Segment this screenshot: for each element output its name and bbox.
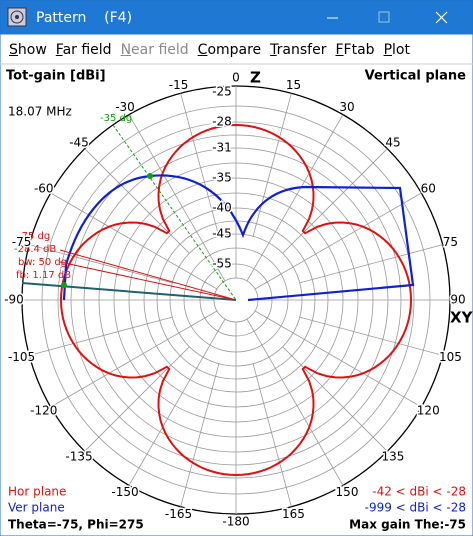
ver-legend: Ver plane — [8, 501, 65, 515]
angle-label: -180 — [222, 515, 249, 529]
grid-spoke — [254, 310, 422, 408]
title-bar — [0, 0, 473, 35]
window-title: Pattern (F4) — [36, 10, 132, 26]
info-line — [59, 261, 237, 301]
info-text: -28.4 dB — [14, 244, 56, 255]
axis-xy: XY — [450, 309, 473, 327]
app-icon — [7, 7, 27, 27]
angle-label: -90 — [4, 293, 24, 307]
menu-item[interactable]: Transfer — [270, 42, 327, 58]
grid-spoke — [252, 93, 292, 237]
grid-spoke — [128, 114, 226, 282]
radial-label: -35 — [212, 171, 232, 185]
maximize-button[interactable] — [378, 11, 390, 23]
info-text: fb: 1.17 dB — [16, 270, 71, 281]
angle-label: 90 — [450, 293, 465, 307]
heading-left: Tot-gain [dBi] — [6, 69, 106, 84]
hor-range: -42 < dBi < -28 — [372, 485, 466, 499]
heading-right: Vertical plane — [365, 69, 466, 84]
menu-bar: Show Far field Near field Compare Transfer FF… — [0, 36, 473, 64]
angle-label: -150 — [111, 485, 138, 499]
angle-label: -30 — [115, 100, 135, 114]
ver-plane-curve — [62, 174, 415, 302]
menu-item[interactable]: Compare — [197, 42, 262, 58]
angle-label: 30 — [339, 100, 354, 114]
radial-label: -40 — [212, 201, 232, 215]
grid-spoke — [50, 310, 218, 408]
angle-label: 15 — [286, 78, 301, 92]
cursor-dot — [61, 282, 67, 288]
marker-dot — [147, 173, 153, 179]
info-text: bw: 50 dg — [18, 257, 67, 268]
polar-grid — [21, 85, 451, 515]
info-text: -75 dg — [18, 231, 50, 242]
close-button[interactable] — [435, 11, 448, 24]
grid-spoke — [282, 346, 388, 452]
radial-label: -25 — [212, 85, 232, 99]
angle-label: 150 — [336, 485, 359, 499]
angle-label: 75 — [443, 235, 458, 249]
angle-label: -45 — [69, 136, 89, 150]
grid-spoke — [84, 148, 190, 254]
angle-label: -105 — [8, 350, 35, 364]
angle-label: -165 — [165, 507, 192, 521]
menu-item[interactable]: FFtab — [335, 42, 375, 58]
grid-spoke — [50, 192, 218, 290]
menu-item[interactable]: Plot — [383, 42, 410, 58]
grid-spoke — [254, 192, 422, 290]
info-block: -75 dg -28.4 dB bw: 50 dg fb: 1.17 dB — [14, 231, 71, 281]
angle-label: 0 — [232, 71, 240, 85]
angle-label: 105 — [439, 350, 462, 364]
radial-label: -55 — [212, 257, 232, 271]
grid-spoke — [84, 346, 190, 452]
angle-label: -120 — [30, 404, 57, 418]
grid-spoke — [246, 114, 344, 282]
grid-spoke — [252, 363, 292, 507]
hor-plane-curve — [59, 124, 413, 477]
grid-spoke — [299, 244, 443, 284]
angle-label: -135 — [65, 449, 92, 463]
radial-label: -28 — [212, 115, 232, 129]
angle-label: 45 — [385, 136, 400, 150]
menu-item[interactable]: Near field — [120, 42, 189, 58]
marker-line — [112, 124, 237, 301]
angle-label: -60 — [34, 182, 54, 196]
hor-legend: Hor plane — [8, 485, 66, 499]
ver-range: -999 < dBi < -28 — [365, 501, 466, 515]
cursor-info: Theta=-75, Phi=275 — [8, 518, 144, 532]
axis-z: Z — [250, 69, 261, 87]
grid-spoke — [180, 363, 220, 507]
angle-label: 120 — [417, 404, 440, 418]
grid-spoke — [180, 93, 220, 237]
angle-label: 60 — [421, 182, 436, 196]
grid-spoke — [299, 316, 443, 356]
menu-item[interactable]: Show — [9, 42, 47, 58]
grid-spoke — [29, 244, 173, 284]
angle-label: 135 — [382, 449, 405, 463]
grid-spoke — [128, 318, 226, 486]
radial-label: -31 — [212, 141, 232, 155]
cursor-line — [21, 282, 237, 301]
menu-item[interactable]: Far field — [55, 42, 112, 58]
angle-label: -75 — [12, 235, 32, 249]
info-line — [59, 249, 237, 301]
grid-spoke — [246, 318, 344, 486]
frequency: 18.07 MHz — [8, 105, 72, 119]
angle-label: 165 — [282, 507, 305, 521]
marker-label: -35 dg — [100, 113, 132, 124]
grid-spoke — [29, 316, 173, 356]
angle-label: -15 — [169, 78, 189, 92]
grid-spoke — [282, 148, 388, 254]
radial-label: -45 — [212, 227, 232, 241]
max-gain: Max gain The:-75 — [349, 518, 466, 532]
